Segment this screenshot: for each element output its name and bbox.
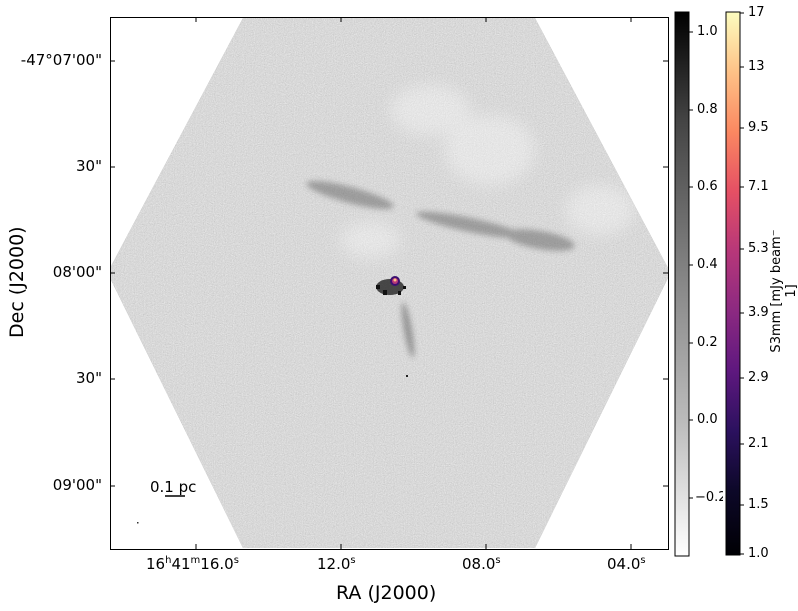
color-cb-label-1: 17 bbox=[748, 5, 765, 20]
ra-tick-label-2: 12.0s bbox=[317, 555, 356, 573]
dec-tick-label-2: 30" bbox=[76, 157, 102, 175]
color-cb-label-10: 1.0 bbox=[748, 546, 769, 561]
color-cb-label-6: 3.9 bbox=[748, 305, 769, 320]
color-cb-label-7: 2.9 bbox=[748, 370, 769, 385]
gray-cb-label-7: −0.2 bbox=[695, 490, 723, 505]
dec-tick-label-1: -47°07'00" bbox=[20, 51, 102, 69]
color-cb-label-4: 7.1 bbox=[748, 179, 769, 194]
gray-cb-label-1: 1.0 bbox=[697, 24, 718, 39]
scale-bar-label: 0.1 pc bbox=[150, 478, 197, 496]
gray-cb-label-4: 0.4 bbox=[697, 257, 718, 272]
color-cb-label-2: 13 bbox=[748, 59, 765, 74]
ra-tick-label-4: 04.0s bbox=[607, 555, 646, 573]
ra-tick-label-3: 08.0s bbox=[462, 555, 501, 573]
color-cb-label-9: 1.5 bbox=[748, 497, 769, 512]
color-colorbar-ticks bbox=[740, 12, 744, 555]
color-cb-label-3: 9.5 bbox=[748, 120, 769, 135]
ra-tick-label-1: 16h41m16.0s bbox=[146, 555, 239, 573]
y-axis-title: Dec (J2000) bbox=[6, 226, 28, 338]
plot-frame bbox=[110, 17, 669, 550]
color-colorbar bbox=[725, 11, 741, 556]
dec-tick-label-5: 09'00" bbox=[52, 476, 102, 494]
x-axis-title: RA (J2000) bbox=[336, 582, 437, 604]
color-cb-label-5: 5.3 bbox=[748, 241, 769, 256]
color-cb-label-8: 2.1 bbox=[748, 436, 769, 451]
compact-source bbox=[137, 276, 408, 524]
gray-colorbar bbox=[674, 11, 690, 557]
gray-cb-label-3: 0.6 bbox=[697, 179, 718, 194]
dec-tick-marks bbox=[110, 60, 668, 487]
dec-tick-label-3: 08'00" bbox=[52, 263, 102, 281]
gray-colorbar-ticks bbox=[689, 31, 693, 499]
gray-cb-label-5: 0.2 bbox=[697, 335, 718, 350]
dec-tick-label-4: 30" bbox=[76, 369, 102, 387]
gray-cb-label-6: 0.0 bbox=[697, 412, 718, 427]
color-colorbar-title: S3mm [mJy beam⁻ 1] bbox=[769, 229, 798, 353]
gray-cb-label-2: 0.8 bbox=[697, 102, 718, 117]
ra-tick-marks bbox=[195, 17, 632, 549]
